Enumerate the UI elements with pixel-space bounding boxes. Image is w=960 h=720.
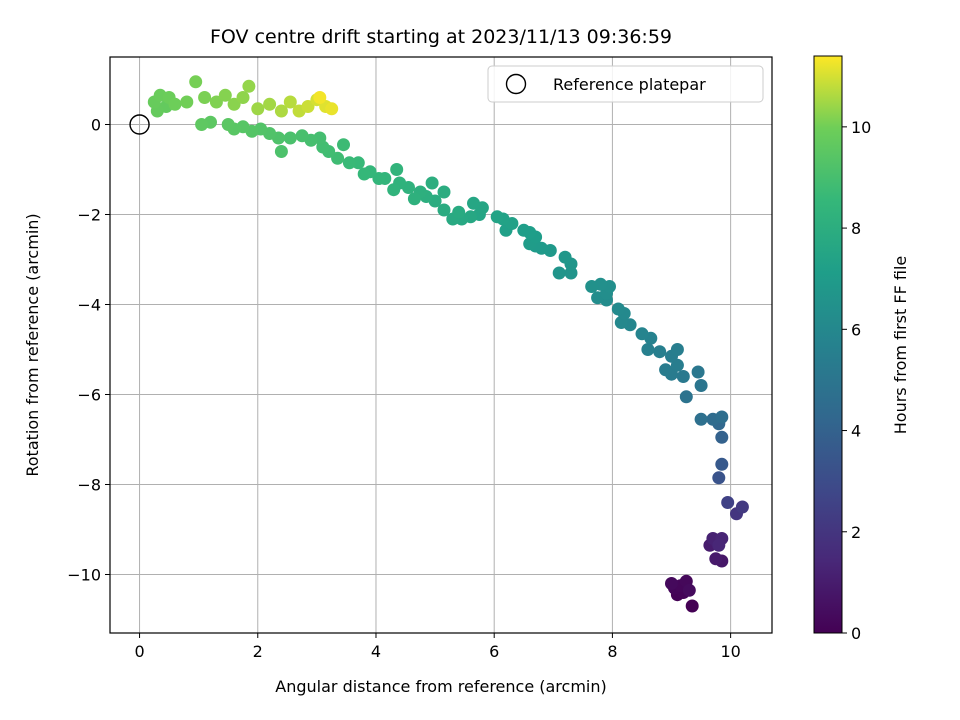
data-point [337,138,350,152]
reference-platepar-marker [129,114,150,135]
data-point [490,210,504,224]
y-tick-label: −4 [77,296,101,315]
data-point [331,151,345,165]
data-point [467,196,480,210]
data-points [147,75,749,613]
data-point [665,577,678,590]
data-point [325,102,339,116]
y-tick-label: −2 [77,206,101,225]
data-point [313,91,327,104]
x-tick-label: 6 [489,642,499,661]
data-point [670,343,684,356]
colorbar-gradient [813,55,843,634]
colorbar-tick-label: 0 [851,624,861,643]
data-point [694,412,708,426]
data-point [552,266,566,280]
data-point [685,599,699,613]
colorbar-tick-label: 6 [851,320,861,339]
data-point [198,91,212,104]
data-point [189,75,203,89]
data-point [351,156,365,170]
x-axis-label: Angular distance from reference (arcmin) [275,677,606,696]
x-axis-ticks: 0 2 4 6 8 10 [134,633,741,661]
data-point [564,266,578,280]
data-point [709,552,723,566]
legend-entry-label: Reference platepar [553,75,706,94]
y-axis-label: Rotation from reference (arcmin) [23,213,42,476]
data-point [168,97,182,111]
data-point [227,97,241,111]
x-tick-label: 2 [253,642,263,661]
data-point [715,430,729,444]
data-point [721,496,735,509]
data-point [558,250,572,264]
data-point [712,471,726,485]
x-tick-label: 0 [134,642,144,661]
data-point [715,410,729,424]
data-point [437,203,451,217]
data-point [682,583,696,597]
data-point [180,95,194,109]
data-point [735,500,749,514]
data-point [635,327,649,341]
data-point [585,280,599,293]
data-point [274,145,288,158]
legend: Reference platepar [487,65,764,103]
x-tick-label: 10 [720,642,740,661]
y-tick-label: −10 [67,566,101,585]
data-point [407,192,421,206]
data-point [209,95,223,109]
x-tick-label: 8 [607,642,617,661]
data-point [452,205,466,219]
plot-frame [109,56,773,634]
colorbar-ticks: 0 2 4 6 8 10 [842,118,871,643]
colorbar: 0 2 4 6 8 10 Hours from first FF file [813,55,910,643]
data-point [517,223,531,237]
data-point [372,172,386,185]
data-point [301,100,315,113]
x-tick-label: 4 [371,642,381,661]
data-point [437,185,451,199]
data-point [641,343,655,356]
data-point [195,118,209,131]
y-tick-label: −8 [77,476,101,495]
legend-box [487,65,764,103]
legend-reference-marker [505,73,527,95]
data-point [251,102,265,116]
data-point [283,131,297,145]
data-point [425,176,439,190]
data-point [691,365,705,379]
data-point [221,118,235,131]
colorbar-tick-label: 10 [851,118,871,137]
data-point [218,88,232,102]
data-point [712,538,726,552]
data-point [715,457,729,471]
data-point [679,390,693,404]
data-point [611,302,625,316]
data-point [694,379,708,392]
data-point [274,104,288,118]
data-point [295,129,309,143]
y-tick-label: 0 [91,116,101,135]
chart-title: FOV centre drift starting at 2023/11/13 … [210,26,672,48]
grid-lines [110,57,772,633]
data-point [342,156,356,170]
data-point [390,163,404,176]
y-axis-ticks: 0 −2 −4 −6 −8 −10 [67,116,110,585]
colorbar-tick-label: 8 [851,219,861,238]
y-tick-label: −6 [77,386,101,405]
data-point [676,370,690,383]
data-point [242,79,256,93]
data-point [659,363,673,377]
data-point [263,97,277,111]
colorbar-label: Hours from first FF file [891,256,910,435]
data-point [236,91,250,104]
data-point [283,95,297,109]
data-point [387,183,401,197]
colorbar-tick-label: 2 [851,523,861,542]
colorbar-tick-label: 4 [851,422,861,441]
data-point [357,167,371,181]
data-point [653,345,667,359]
